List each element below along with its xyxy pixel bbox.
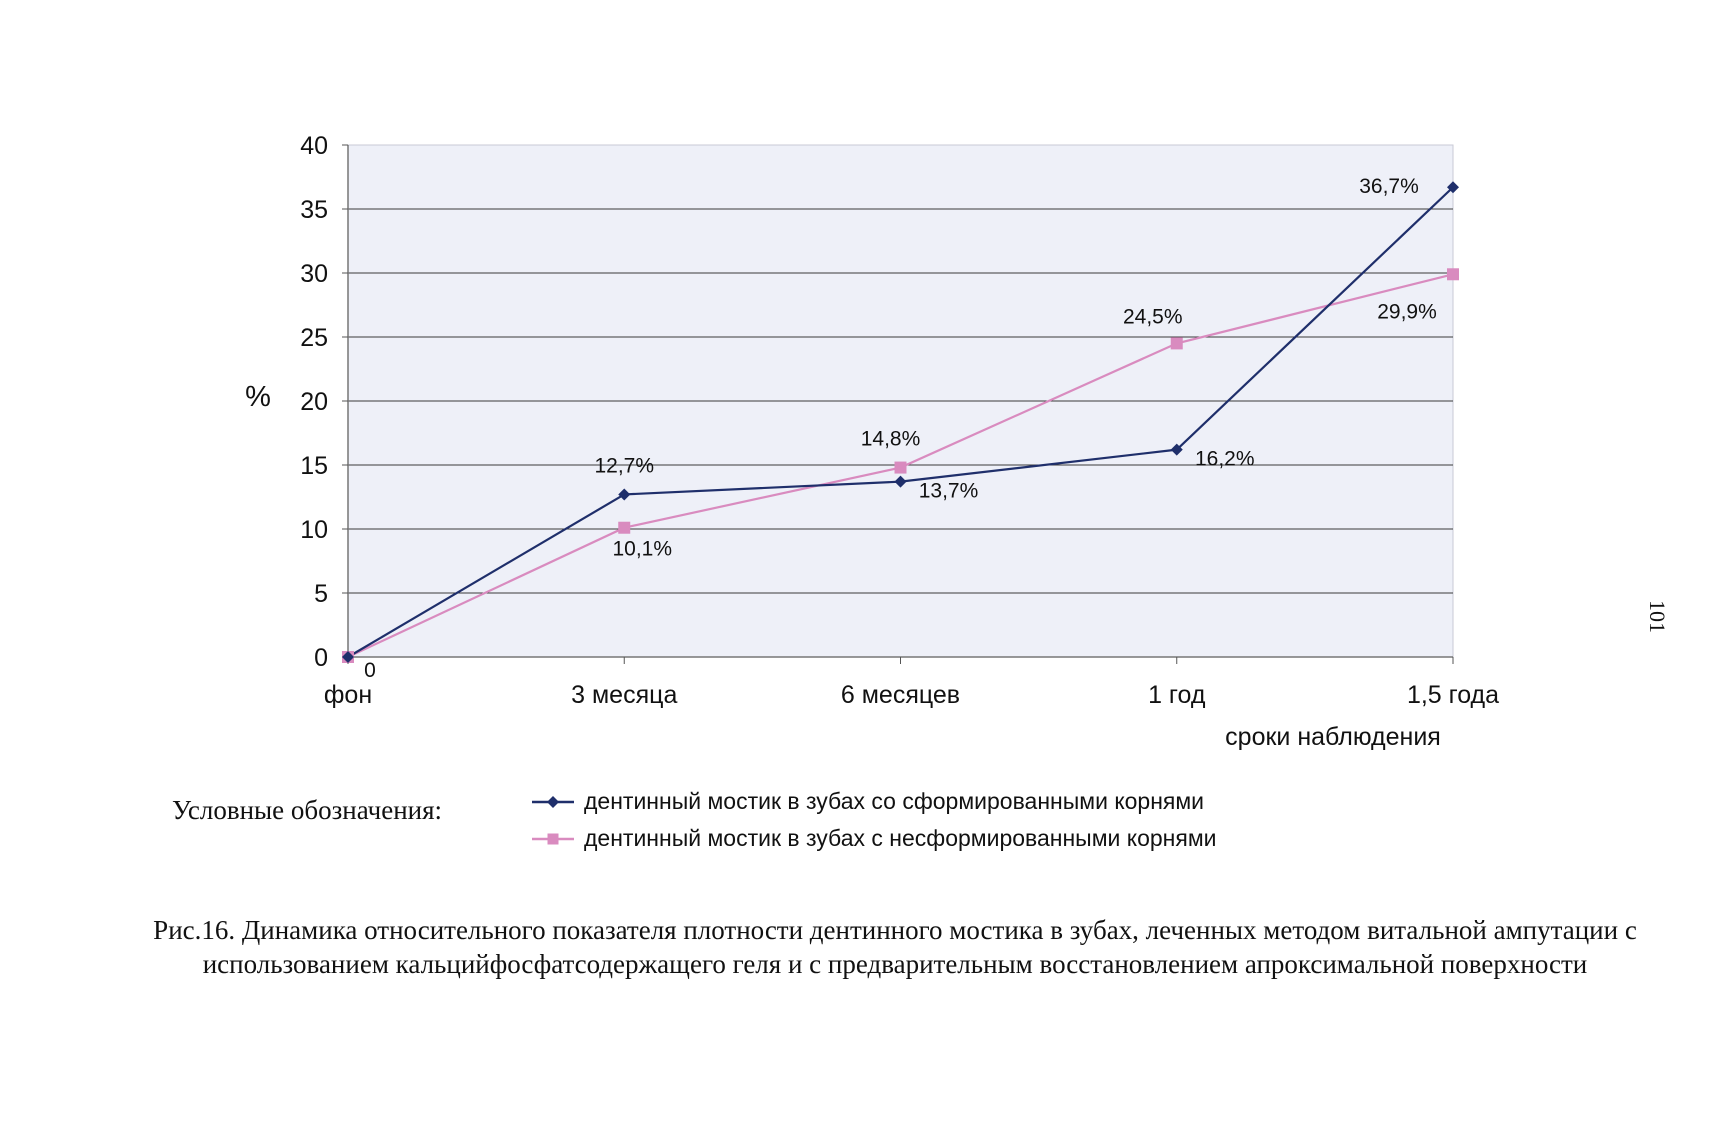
marker-s0-p1	[618, 488, 631, 501]
data-label-s1-p4: 29,9%	[1377, 300, 1437, 323]
xtick-label-1: 3 месяца	[571, 681, 677, 709]
data-label-s1-p1: 10,1%	[612, 538, 672, 561]
marker-s0-p3	[1170, 443, 1183, 456]
figure-caption: Рис.16. Динамика относительного показате…	[153, 915, 1637, 979]
legend: дентинный мостик в зубах со сформированн…	[530, 783, 1216, 857]
page-number: 101	[1645, 600, 1670, 633]
ytick-label-0: 0	[314, 644, 328, 672]
legend-marker-diamond-icon	[532, 795, 574, 808]
legend-item-formed-roots: дентинный мостик в зубах со сформированн…	[530, 783, 1216, 820]
data-label-s0-p0: 0	[364, 659, 376, 682]
data-label-s0-p3: 16,2%	[1195, 448, 1255, 471]
marker-s0-p0	[342, 651, 354, 663]
legend-label-unformed-roots: дентинный мостик в зубах с несформирован…	[584, 825, 1217, 851]
xtick-label-0: фон	[324, 681, 372, 709]
data-label-s0-p1: 12,7%	[594, 454, 654, 477]
legend-item-unformed-roots: дентинный мостик в зубах с несформирован…	[530, 820, 1216, 857]
legend-prefix: Условные обозначения:	[172, 795, 443, 825]
ytick-label-40: 40	[300, 132, 328, 160]
ytick-label-10: 10	[300, 516, 328, 544]
xtick-label-4: 1,5 года	[1407, 681, 1499, 709]
ytick-label-15: 15	[300, 452, 328, 480]
marker-s1-p3	[1170, 337, 1183, 350]
data-label-s1-p3: 24,5%	[1123, 305, 1183, 328]
marker-s0-p4	[1447, 181, 1459, 194]
line-chart: 0 5 10 15 20 25 30 35 40 фон 3 месяца 6 месяцев 1 г…	[245, 132, 1499, 751]
marker-s1-p2	[894, 461, 907, 474]
legend-label-formed-roots: дентинный мостик в зубах со сформированн…	[584, 788, 1205, 814]
marker-s1-p4	[1447, 268, 1459, 281]
marker-s1-p1	[618, 521, 631, 534]
data-label-s0-p2: 13,7%	[919, 480, 979, 503]
ytick-label-5: 5	[314, 580, 328, 608]
legend-marker-square-icon	[532, 833, 574, 844]
data-label-s0-p4: 36,7%	[1359, 175, 1419, 198]
data-label-s1-p2: 14,8%	[861, 428, 921, 451]
xtick-label-3: 1 год	[1148, 681, 1206, 709]
marker-s0-p2	[894, 475, 907, 488]
ytick-label-35: 35	[300, 196, 328, 224]
ytick-label-30: 30	[300, 260, 328, 288]
y-axis-label: %	[245, 381, 271, 413]
ytick-label-20: 20	[300, 388, 328, 416]
x-axis-label: сроки наблюдения	[1225, 723, 1441, 751]
ytick-label-25: 25	[300, 324, 328, 352]
xtick-label-2: 6 месяцев	[841, 681, 960, 709]
